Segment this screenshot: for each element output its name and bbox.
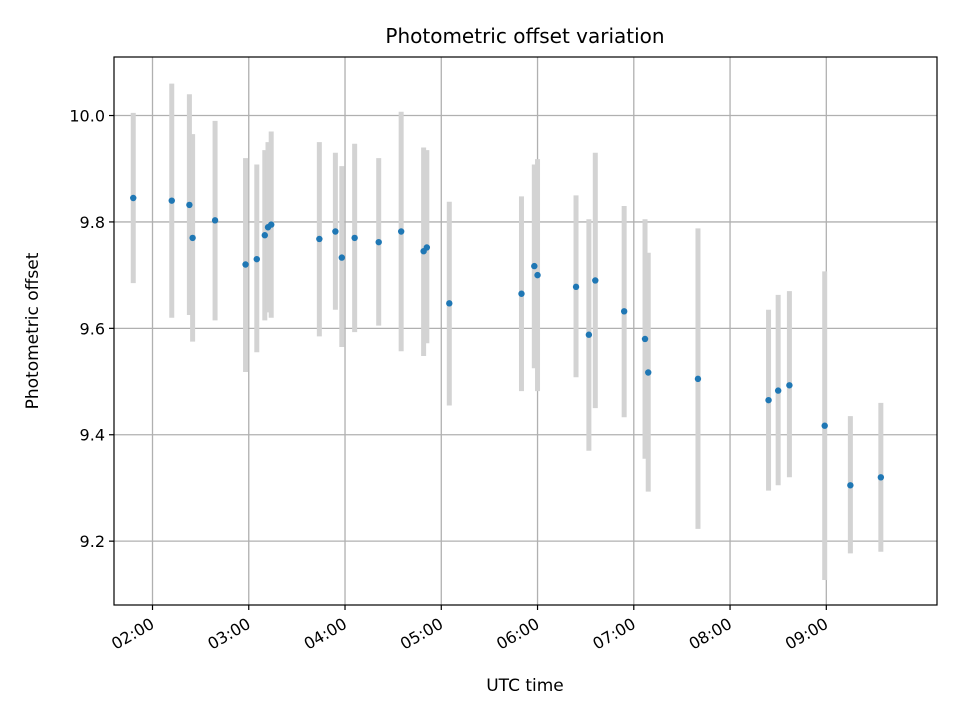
- data-point: [620, 308, 628, 315]
- data-point: [572, 283, 580, 291]
- y-axis-label: Photometric offset: [23, 252, 43, 409]
- y-tick-label: 9.6: [80, 319, 105, 338]
- y-tick-label: 9.2: [80, 532, 105, 551]
- data-point: [765, 396, 772, 404]
- data-point: [531, 262, 538, 270]
- chart-title: Photometric offset variation: [385, 24, 664, 48]
- y-tick-label: 10.0: [69, 107, 105, 126]
- data-point: [592, 277, 599, 284]
- data-point: [518, 290, 525, 297]
- data-point: [332, 228, 339, 235]
- data-point: [316, 235, 323, 243]
- data-point: [534, 271, 541, 279]
- data-point: [261, 232, 269, 239]
- data-point: [847, 482, 854, 489]
- data-point: [774, 387, 782, 394]
- data-point: [242, 261, 249, 268]
- data-point: [786, 382, 793, 389]
- data-point: [253, 255, 260, 263]
- data-point: [168, 197, 175, 204]
- data-point: [211, 217, 219, 224]
- y-axis: 9.2 9.4 9.6 9.8 10.0: [69, 107, 114, 551]
- plot-area-frame: [113, 56, 938, 606]
- y-tick-label: 9.8: [80, 213, 105, 232]
- y-tick-label: 9.4: [80, 426, 105, 445]
- data-point: [351, 234, 358, 242]
- data-point: [189, 234, 196, 242]
- data-point: [821, 422, 828, 429]
- data-point: [186, 201, 193, 209]
- data-point: [645, 369, 652, 376]
- data-point: [641, 335, 649, 343]
- data-points: [130, 194, 885, 489]
- data-point: [585, 331, 593, 338]
- data-point: [694, 375, 702, 383]
- data-point: [338, 254, 346, 261]
- data-point: [130, 194, 137, 202]
- data-point: [877, 474, 885, 481]
- data-point: [423, 244, 431, 251]
- data-point: [375, 238, 382, 246]
- data-point: [268, 221, 275, 228]
- x-axis-label: UTC time: [486, 676, 564, 696]
- data-point: [446, 300, 453, 307]
- data-point: [397, 228, 405, 235]
